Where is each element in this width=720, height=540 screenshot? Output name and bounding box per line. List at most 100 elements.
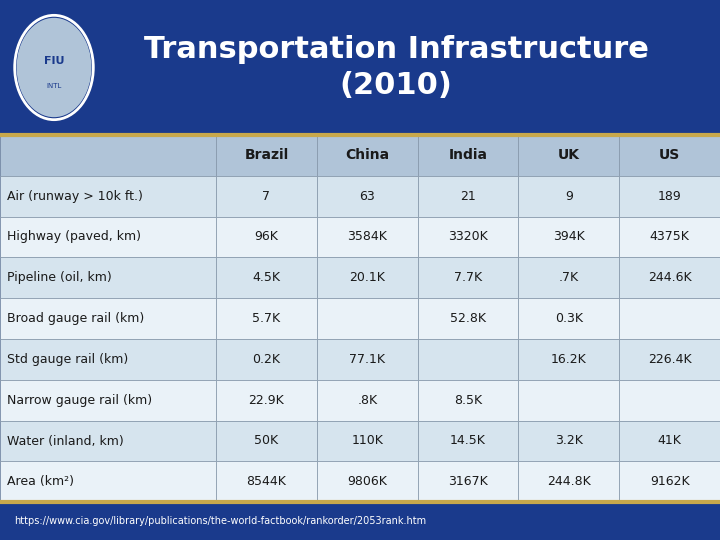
Text: 63: 63 [359,190,375,202]
FancyBboxPatch shape [317,421,418,461]
Text: 4.5K: 4.5K [253,271,280,284]
Text: 3.2K: 3.2K [555,435,582,448]
FancyBboxPatch shape [317,135,418,176]
Text: Transportation Infrastructure
(2010): Transportation Infrastructure (2010) [143,35,649,100]
Text: Water (inland, km): Water (inland, km) [7,435,124,448]
Text: 50K: 50K [254,435,279,448]
FancyBboxPatch shape [216,461,317,502]
Text: 189: 189 [658,190,681,202]
Text: 8544K: 8544K [246,475,287,488]
Text: India: India [449,148,487,163]
Text: 41K: 41K [657,435,682,448]
FancyBboxPatch shape [216,380,317,421]
Text: FIU: FIU [44,56,64,66]
FancyBboxPatch shape [418,176,518,217]
Text: Area (km²): Area (km²) [7,475,74,488]
FancyBboxPatch shape [317,217,418,258]
FancyBboxPatch shape [518,258,619,298]
FancyBboxPatch shape [619,421,720,461]
Text: INTL: INTL [46,83,62,89]
Text: 244.8K: 244.8K [547,475,590,488]
Text: Brazil: Brazil [244,148,289,163]
Text: 110K: 110K [351,435,383,448]
Text: 21: 21 [460,190,476,202]
FancyBboxPatch shape [0,461,216,502]
Text: 9162K: 9162K [649,475,690,488]
FancyBboxPatch shape [216,258,317,298]
Text: Std gauge rail (km): Std gauge rail (km) [7,353,128,366]
Text: 96K: 96K [254,231,279,244]
Text: Air (runway > 10k ft.): Air (runway > 10k ft.) [7,190,143,202]
Text: 3320K: 3320K [448,231,488,244]
FancyBboxPatch shape [216,217,317,258]
FancyBboxPatch shape [518,421,619,461]
Text: .7K: .7K [559,271,579,284]
FancyBboxPatch shape [0,380,216,421]
Text: 8.5K: 8.5K [454,394,482,407]
FancyBboxPatch shape [418,258,518,298]
FancyBboxPatch shape [418,461,518,502]
FancyBboxPatch shape [518,339,619,380]
FancyBboxPatch shape [0,135,216,176]
Text: 9806K: 9806K [347,475,387,488]
Text: China: China [345,148,390,163]
FancyBboxPatch shape [619,217,720,258]
FancyBboxPatch shape [518,217,619,258]
Text: Narrow gauge rail (km): Narrow gauge rail (km) [7,394,153,407]
Text: 9: 9 [565,190,572,202]
FancyBboxPatch shape [619,339,720,380]
FancyBboxPatch shape [216,298,317,339]
FancyBboxPatch shape [418,217,518,258]
FancyBboxPatch shape [216,339,317,380]
Text: 52.8K: 52.8K [450,312,486,325]
FancyBboxPatch shape [619,461,720,502]
Text: 3584K: 3584K [347,231,387,244]
FancyBboxPatch shape [317,380,418,421]
FancyBboxPatch shape [518,176,619,217]
FancyBboxPatch shape [518,380,619,421]
FancyBboxPatch shape [216,135,317,176]
Text: 394K: 394K [553,231,585,244]
FancyBboxPatch shape [619,135,720,176]
Text: 77.1K: 77.1K [349,353,385,366]
Text: Highway (paved, km): Highway (paved, km) [7,231,141,244]
Text: 16.2K: 16.2K [551,353,587,366]
Text: UK: UK [558,148,580,163]
FancyBboxPatch shape [216,421,317,461]
Text: 7.7K: 7.7K [454,271,482,284]
FancyBboxPatch shape [317,298,418,339]
FancyBboxPatch shape [317,258,418,298]
FancyBboxPatch shape [619,176,720,217]
FancyBboxPatch shape [619,258,720,298]
FancyBboxPatch shape [418,298,518,339]
FancyBboxPatch shape [0,217,216,258]
FancyBboxPatch shape [317,176,418,217]
FancyBboxPatch shape [418,339,518,380]
FancyBboxPatch shape [418,421,518,461]
Text: 3167K: 3167K [448,475,488,488]
FancyBboxPatch shape [317,339,418,380]
FancyBboxPatch shape [418,135,518,176]
Text: 5.7K: 5.7K [252,312,281,325]
Text: 0.3K: 0.3K [555,312,582,325]
FancyBboxPatch shape [0,176,216,217]
Text: 226.4K: 226.4K [648,353,691,366]
FancyBboxPatch shape [518,461,619,502]
Text: Broad gauge rail (km): Broad gauge rail (km) [7,312,145,325]
Text: 0.2K: 0.2K [253,353,280,366]
FancyBboxPatch shape [418,380,518,421]
FancyBboxPatch shape [216,176,317,217]
FancyBboxPatch shape [619,380,720,421]
Text: US: US [659,148,680,163]
Circle shape [17,18,91,117]
Text: 14.5K: 14.5K [450,435,486,448]
FancyBboxPatch shape [317,461,418,502]
Text: https://www.cia.gov/library/publications/the-world-factbook/rankorder/2053rank.h: https://www.cia.gov/library/publications… [14,516,426,526]
Text: 7: 7 [262,190,271,202]
FancyBboxPatch shape [0,339,216,380]
FancyBboxPatch shape [518,298,619,339]
Text: Pipeline (oil, km): Pipeline (oil, km) [7,271,112,284]
FancyBboxPatch shape [0,421,216,461]
FancyBboxPatch shape [518,135,619,176]
Text: .8K: .8K [357,394,377,407]
